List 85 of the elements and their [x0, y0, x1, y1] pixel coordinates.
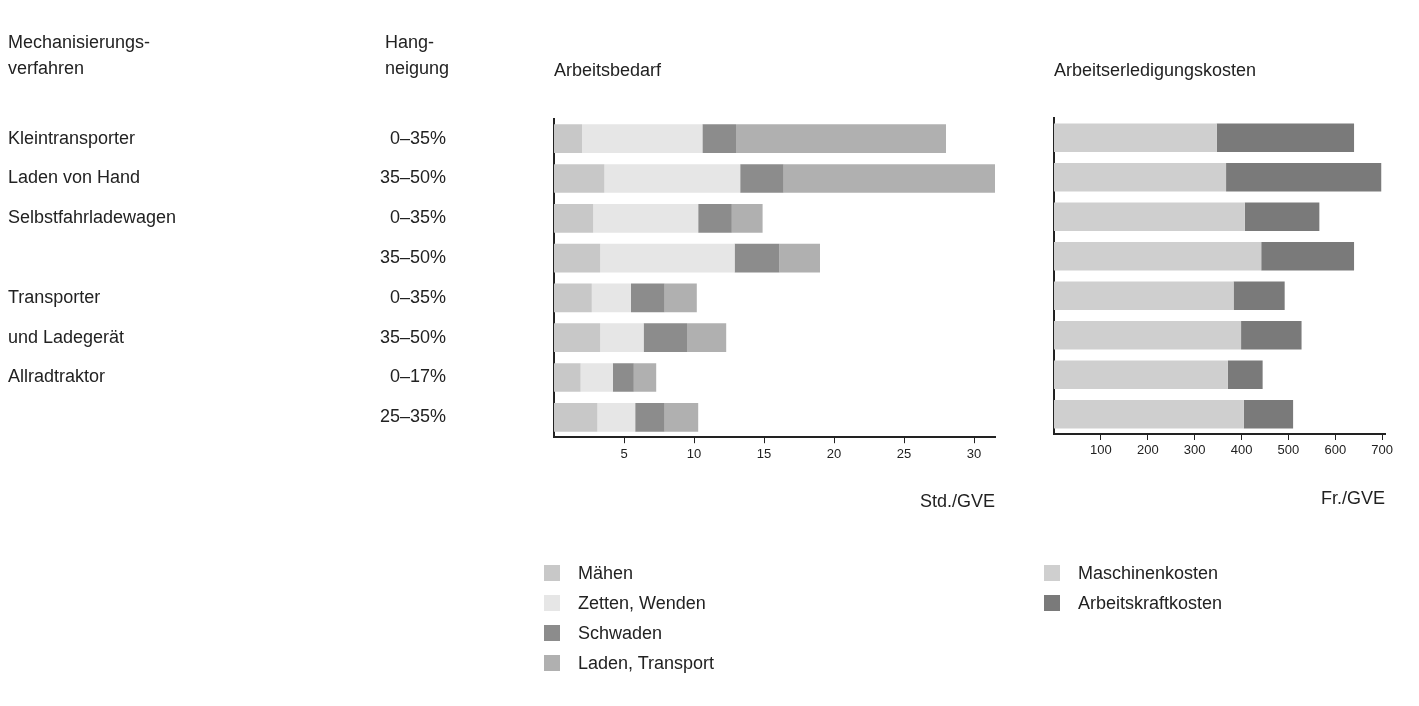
- legend-label: Laden, Transport: [578, 652, 715, 674]
- bar: [593, 203, 699, 233]
- x-tick-label: 5: [620, 445, 628, 461]
- bar: [664, 283, 697, 313]
- bar: [1054, 321, 1242, 350]
- bar: [664, 402, 699, 432]
- y-tick-label: 0–17%: [389, 366, 446, 387]
- x-tick-label: 700: [1371, 442, 1394, 458]
- bar: [1054, 360, 1228, 389]
- chart-title: Arbeitsbedarf: [554, 60, 663, 80]
- bar: [580, 363, 613, 392]
- text: Mechanisierungs- verfahren: [8, 32, 151, 78]
- legend-label: Mähen: [578, 562, 634, 584]
- x-tick-label: 10: [686, 445, 702, 461]
- legend-label: Zetten, Wenden: [578, 592, 706, 614]
- bar: [643, 323, 687, 353]
- bar: [740, 164, 784, 193]
- bar: [635, 402, 665, 432]
- bar: [1054, 281, 1234, 310]
- bar: [600, 243, 735, 273]
- x-tick-label: 15: [756, 445, 772, 461]
- bar: [554, 243, 601, 273]
- bar: [554, 402, 598, 432]
- bar: [554, 164, 605, 193]
- y-tick-label: 0–35%: [389, 127, 446, 148]
- x-axis-title: Fr./GVE: [1320, 488, 1385, 509]
- bar: [1244, 202, 1320, 231]
- bar: [600, 323, 644, 353]
- x-tick-label: 600: [1324, 442, 1347, 458]
- bar: [736, 124, 946, 154]
- bar: [698, 203, 732, 233]
- x-tick-label: 25: [896, 445, 912, 461]
- y-tick-label: 35–50%: [379, 167, 446, 188]
- text: Allradtraktor: [8, 366, 106, 387]
- bar: [1243, 400, 1294, 429]
- bar: [554, 124, 582, 154]
- x-axis-title: Std./GVE: [919, 491, 995, 512]
- bar: [591, 283, 631, 313]
- text: Kleintransporter Laden von Hand: [8, 127, 141, 188]
- bar: [687, 323, 727, 353]
- text: Selbstfahrladewagen: [8, 207, 177, 228]
- legend-label: Schwaden: [578, 622, 663, 644]
- x-tick-label: 400: [1230, 442, 1253, 458]
- y-tick-label: 35–50%: [379, 326, 446, 347]
- y-tick-label: 35–50%: [379, 247, 446, 268]
- y-tick-label: 0–35%: [389, 286, 446, 307]
- bar: [554, 203, 594, 233]
- x-tick-label: 300: [1183, 442, 1206, 458]
- bar: [1226, 163, 1382, 192]
- bar: [1241, 321, 1302, 350]
- bar: [612, 363, 634, 392]
- x-tick-label: 500: [1277, 442, 1300, 458]
- y-tick-label: 0–35%: [389, 207, 446, 228]
- bar: [582, 124, 703, 154]
- bar: [597, 402, 636, 432]
- bar: [1054, 242, 1262, 271]
- bar: [734, 243, 780, 273]
- x-tick-label: 200: [1136, 442, 1159, 458]
- bar: [1054, 202, 1245, 231]
- bar: [1233, 281, 1285, 310]
- bar: [633, 363, 657, 392]
- bar: [554, 323, 601, 353]
- bar: [731, 203, 763, 233]
- bar: [1054, 400, 1244, 429]
- legend-label: Arbeitskraftkosten: [1078, 592, 1223, 614]
- bar: [779, 243, 820, 273]
- x-tick-label: 100: [1090, 442, 1112, 458]
- bar: [631, 283, 665, 313]
- legend-label: Maschinenkosten: [1078, 562, 1219, 584]
- bar: [604, 164, 741, 193]
- bar: [554, 363, 581, 392]
- bar: [1227, 360, 1263, 389]
- bar: [1054, 163, 1227, 192]
- text: Transporter und Ladegerät: [8, 286, 125, 347]
- x-tick-label: 20: [826, 445, 842, 461]
- bar: [1216, 123, 1355, 152]
- bar: [554, 283, 592, 313]
- chart-title: Arbeitserledigungskosten: [1054, 60, 1257, 80]
- text: Hang- neigung: [385, 32, 450, 78]
- y-tick-label: 25–35%: [379, 406, 446, 427]
- bar: [702, 124, 736, 154]
- bar: [783, 164, 995, 193]
- x-tick-label: 30: [966, 445, 982, 461]
- bar: [1261, 242, 1355, 271]
- bar: [1054, 123, 1217, 152]
